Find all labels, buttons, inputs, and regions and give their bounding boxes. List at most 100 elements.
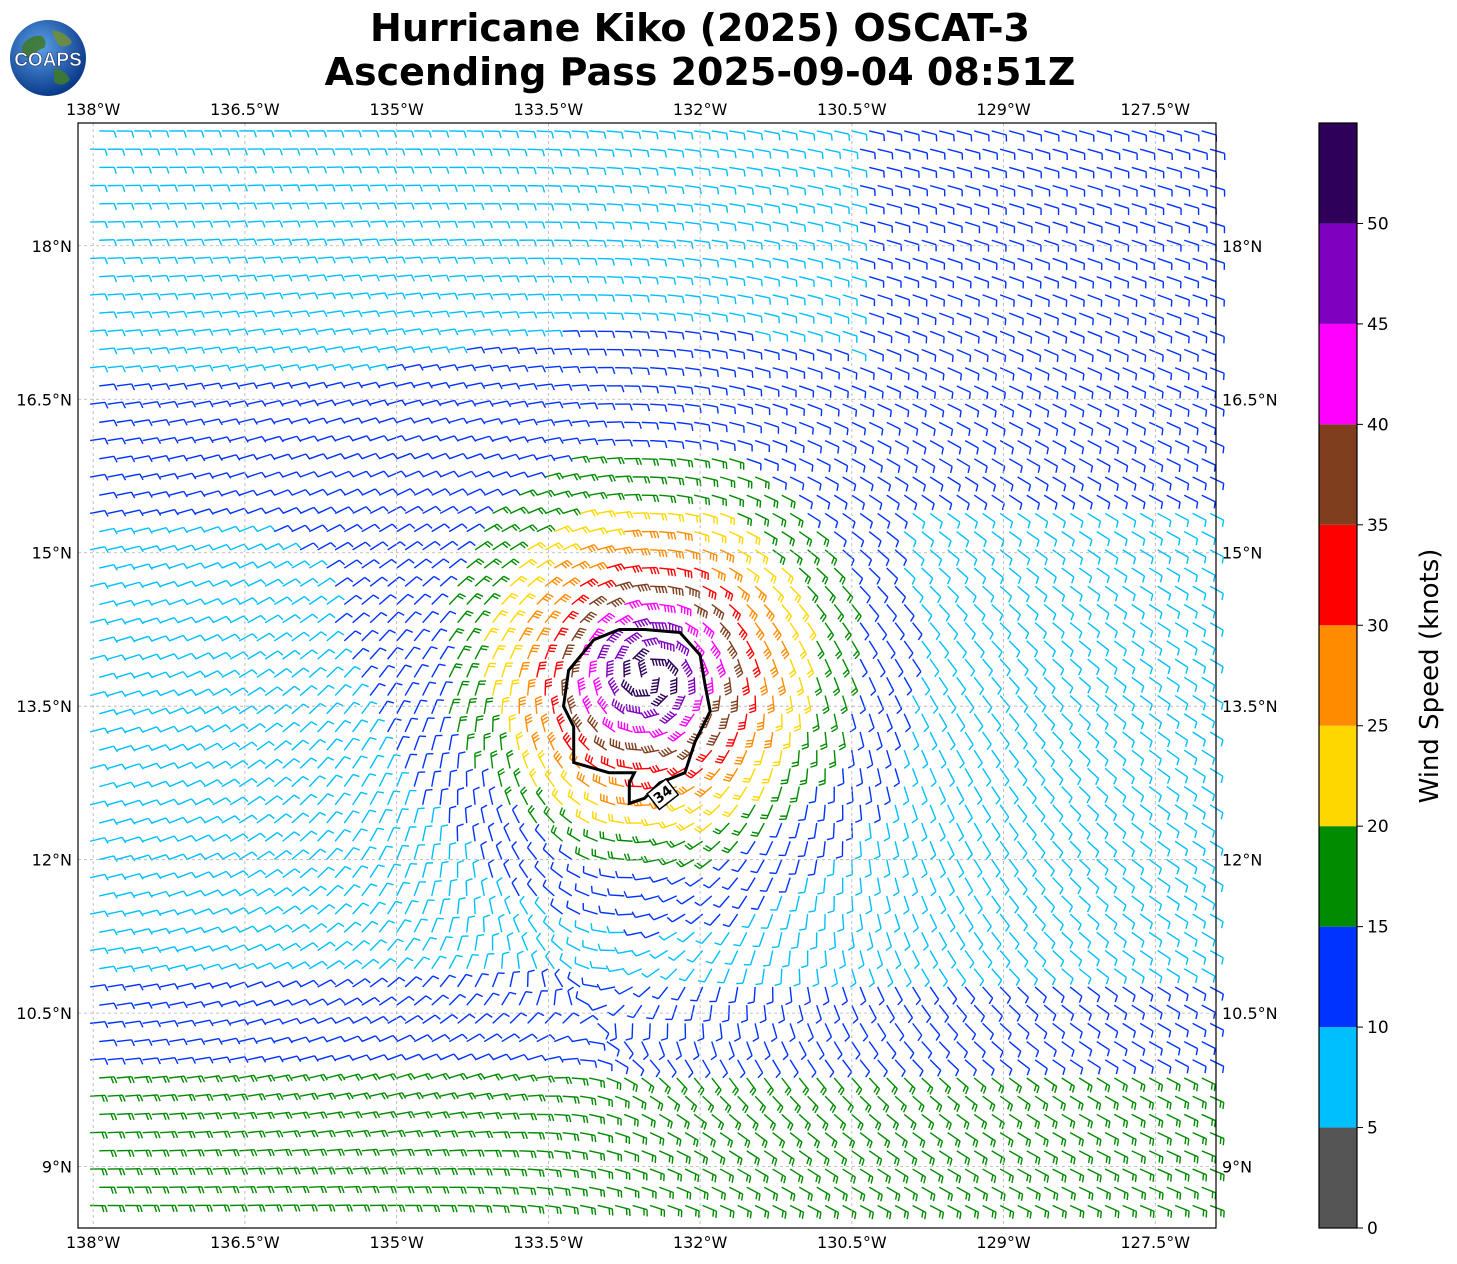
wind-barb-flag	[498, 1187, 502, 1195]
wind-barb-flag	[1166, 1137, 1170, 1145]
wind-barb	[99, 1112, 115, 1116]
wind-barb-flag	[597, 943, 601, 951]
wind-barb-flag	[1097, 1031, 1101, 1039]
wind-barb-flag	[136, 1168, 140, 1176]
wind-barb-flag	[232, 1112, 237, 1120]
wind-barb-flag	[685, 919, 692, 925]
wind-barb-flag	[521, 1169, 525, 1177]
wind-barb-flag	[1159, 940, 1163, 948]
wind-barb-flag	[1008, 1174, 1012, 1182]
wind-barb	[308, 631, 322, 642]
wind-barb	[1139, 694, 1153, 705]
wind-barb-flag	[686, 1122, 690, 1130]
wind-barb	[833, 1150, 847, 1161]
wind-barb	[671, 913, 686, 923]
wind-barb	[1043, 858, 1055, 872]
wind-barb	[947, 877, 955, 892]
wind-barb-flag	[1096, 995, 1101, 1003]
wind-barb	[1201, 786, 1215, 796]
wind-barb-flag	[669, 710, 676, 716]
wind-barb-flag	[433, 1168, 438, 1176]
wind-barb-flag	[225, 870, 232, 877]
wind-barb	[947, 986, 958, 1000]
wind-barb-flag	[678, 860, 685, 866]
wind-barb	[194, 1019, 210, 1025]
wind-barb-flag	[131, 1113, 135, 1121]
wind-barb	[991, 859, 1001, 873]
wind-barb-flag	[679, 723, 686, 727]
wind-barb-flag	[940, 799, 946, 806]
wind-barb	[221, 1000, 237, 1006]
wind-barb-flag	[241, 1131, 246, 1138]
wind-barb-flag	[139, 1168, 143, 1176]
wind-barb-flag	[1006, 997, 1012, 1004]
wind-barb	[711, 1077, 722, 1091]
wind-barb-flag	[740, 1019, 748, 1024]
wind-barb-flag	[750, 870, 758, 874]
wind-barb	[886, 895, 892, 911]
wind-barb-flag	[914, 708, 921, 715]
wind-barb	[116, 745, 132, 751]
wind-barb	[1183, 1077, 1198, 1086]
wind-barb-flag	[412, 681, 420, 685]
wind-barb	[1139, 986, 1154, 996]
wind-barb-flag	[814, 1106, 819, 1114]
wind-barb	[1166, 1040, 1181, 1050]
wind-barb	[334, 866, 346, 879]
wind-barb	[1096, 1113, 1111, 1123]
wind-barb-flag	[822, 1122, 827, 1129]
wind-barb	[567, 990, 573, 1006]
wind-barb	[404, 682, 414, 696]
wind-barb	[343, 737, 354, 751]
wind-barb-flag	[381, 1205, 385, 1212]
wind-barb-flag	[778, 1139, 783, 1147]
wind-barb-flag	[772, 761, 780, 764]
wind-barb	[264, 1055, 280, 1061]
wind-barb-flag	[875, 1088, 881, 1096]
wind-barb-flag	[893, 1157, 898, 1165]
wind-barb-flag	[136, 1095, 141, 1102]
wind-barb	[334, 1016, 350, 1025]
wind-barb	[212, 724, 227, 733]
wind-barb-flag	[477, 933, 485, 937]
wind-barb	[1122, 767, 1135, 779]
wind-barb-flag	[883, 837, 891, 842]
wind-barb	[1166, 931, 1180, 942]
wind-barb	[1026, 749, 1037, 763]
wind-barb-flag	[104, 800, 109, 808]
wind-barb-flag	[430, 936, 437, 940]
wind-barb-flag	[358, 1073, 363, 1081]
wind-barb-flag	[354, 665, 361, 671]
wind-barb	[480, 844, 485, 860]
wind-barb	[894, 1022, 905, 1037]
wind-barb	[491, 972, 499, 988]
wind-barb	[309, 1185, 325, 1188]
wind-barb-flag	[486, 697, 494, 700]
wind-barb-flag	[1043, 1138, 1047, 1146]
wind-barb-flag	[131, 1150, 135, 1157]
wind-barb	[308, 998, 324, 1006]
wind-barb-flag	[878, 999, 885, 1006]
wind-barb-flag	[824, 669, 831, 675]
wind-barb	[1069, 1059, 1084, 1069]
wind-barb-flag	[121, 690, 127, 698]
wind-barb-flag	[930, 854, 937, 860]
wind-barb	[894, 913, 901, 929]
wind-barb	[618, 726, 633, 733]
wind-barb-flag	[756, 728, 764, 731]
wind-barb	[929, 768, 937, 783]
wind-barb-flag	[496, 1033, 503, 1039]
wind-barb-flag	[772, 764, 780, 767]
wind-barb-flag	[570, 791, 574, 798]
wind-barb-flag	[541, 1054, 547, 1062]
wind-barb-flag	[710, 1055, 717, 1061]
wind-barb-flag	[576, 721, 583, 728]
wind-barb-flag	[1052, 1156, 1056, 1164]
wind-barb	[938, 931, 948, 946]
wind-barb-flag	[633, 1118, 636, 1126]
wind-barb-flag	[802, 1086, 808, 1094]
wind-barb	[352, 828, 362, 842]
wind-barb-flag	[252, 925, 258, 932]
wind-barb-flag	[113, 818, 118, 826]
wind-barb-flag	[610, 682, 617, 689]
